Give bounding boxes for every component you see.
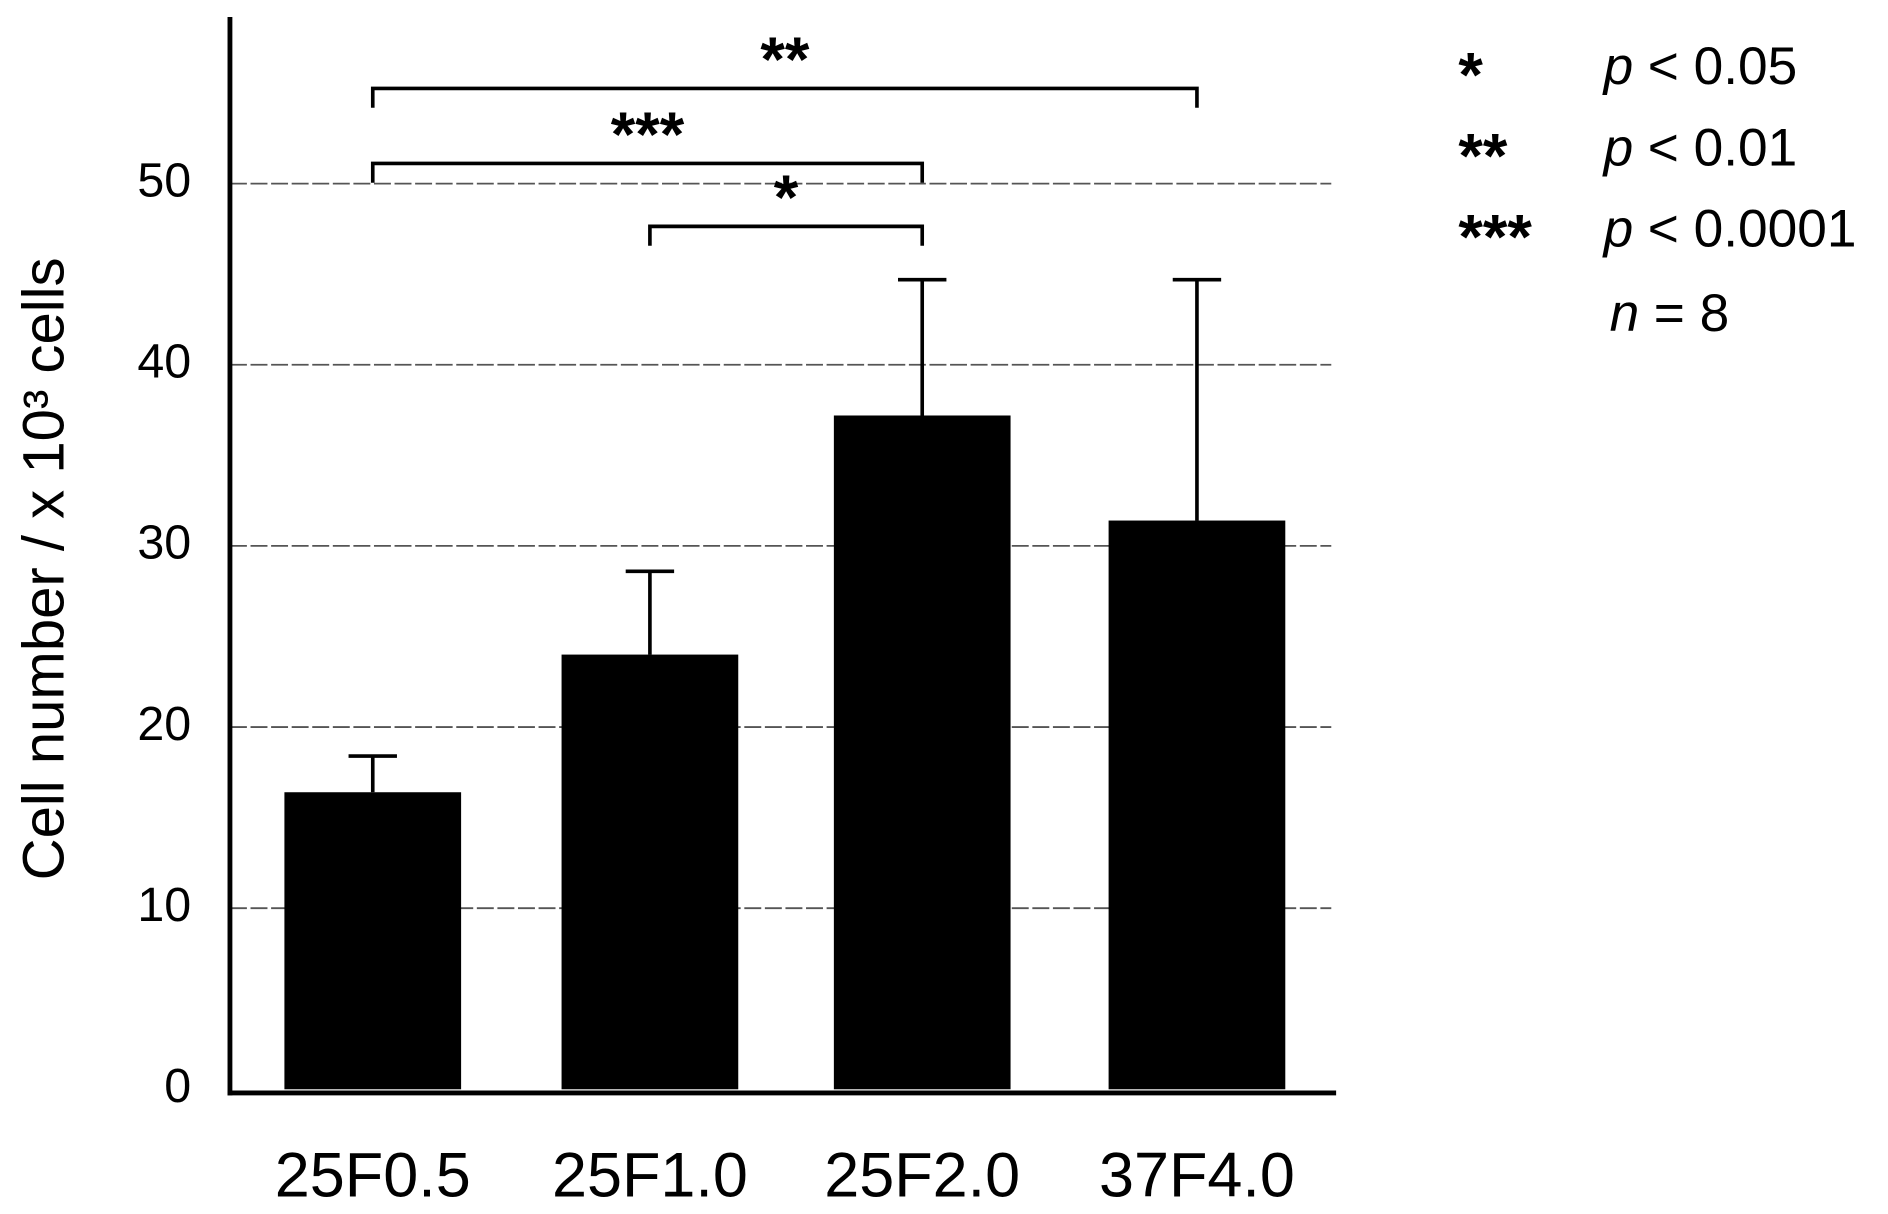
significance-label: * [774, 163, 799, 233]
significance-bracket [370, 161, 925, 183]
bar [284, 792, 462, 1090]
significance-bracket [648, 224, 925, 246]
significance-label: ** [760, 25, 809, 95]
legend-text: p < 0.0001 [1602, 199, 1857, 258]
legend-symbol: *** [1458, 203, 1532, 273]
y-tick-label: 20 [137, 697, 191, 751]
legend-variable: n [1610, 284, 1640, 343]
y-tick-label: 50 [137, 153, 191, 207]
y-tick-label: 30 [137, 516, 191, 570]
legend-symbol: * [1458, 41, 1483, 111]
legend-text: p < 0.01 [1602, 118, 1798, 177]
significance-label: *** [611, 100, 685, 170]
bar [1108, 520, 1286, 1090]
legend-condition: < 0.01 [1648, 118, 1798, 177]
x-tick-label: 25F0.5 [275, 1141, 471, 1211]
y-tick-label: 0 [164, 1059, 191, 1113]
legend-variable: p [1602, 118, 1634, 177]
legend-condition: < 0.0001 [1648, 199, 1857, 258]
legend-text: n = 8 [1610, 284, 1730, 343]
y-tick-label: 40 [137, 335, 191, 389]
y-tick-label: 10 [137, 878, 191, 932]
x-tick-label: 25F2.0 [824, 1141, 1020, 1211]
x-tick-label: 25F1.0 [552, 1141, 748, 1211]
bar [561, 654, 739, 1090]
legend-symbol: ** [1458, 122, 1507, 192]
bar [833, 415, 1011, 1090]
significance-bracket [370, 86, 1199, 108]
legend-text: p < 0.05 [1602, 37, 1798, 96]
legend-condition: = 8 [1654, 284, 1730, 343]
legend-variable: p [1602, 199, 1634, 258]
legend-condition: < 0.05 [1648, 37, 1798, 96]
x-tick-label: 37F4.0 [1099, 1141, 1295, 1211]
legend-variable: p [1602, 37, 1634, 96]
y-axis-label: Cell number / x 10³ cells [12, 257, 77, 880]
